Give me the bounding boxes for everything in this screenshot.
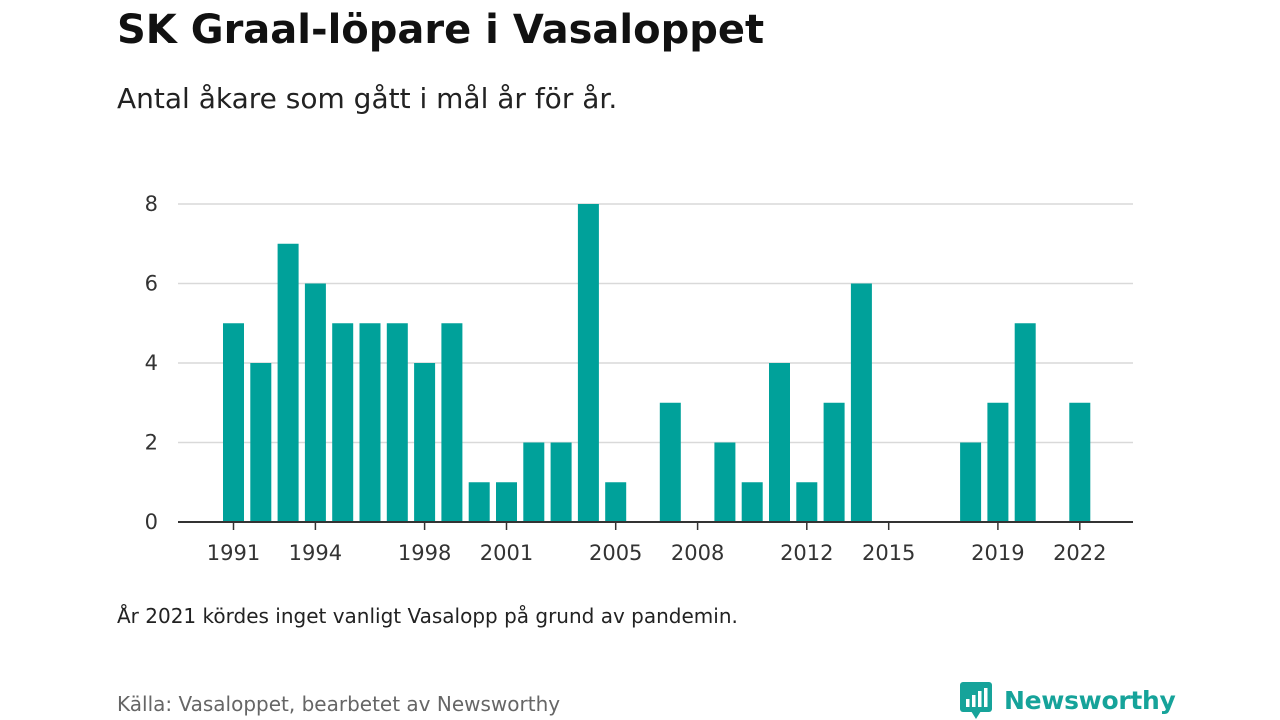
bar-2022: [1069, 402, 1091, 522]
chart-title: SK Graal-löpare i Vasaloppet: [117, 7, 765, 53]
y-tick-label: 8: [145, 192, 158, 216]
x-tick-label: 1998: [398, 541, 451, 565]
bar-1995: [332, 323, 354, 522]
y-tick-label: 6: [145, 272, 158, 296]
bar-2010: [741, 482, 763, 522]
bar-1993: [277, 243, 299, 522]
bar-2009: [714, 442, 736, 522]
x-tick-label: 2001: [480, 541, 533, 565]
bar-1992: [250, 363, 272, 522]
y-tick-label: 0: [145, 510, 158, 534]
source-credit: Källa: Vasaloppet, bearbetet av Newswort…: [117, 692, 561, 716]
x-tick-label: 2008: [671, 541, 724, 565]
bar-1999: [441, 323, 463, 522]
bars: [223, 204, 1091, 522]
chart-subtitle: Antal åkare som gått i mål år för år.: [117, 82, 618, 115]
bar-1991: [223, 323, 244, 522]
chart-note: År 2021 kördes inget vanligt Vasalopp på…: [117, 604, 738, 628]
bar-1998: [414, 363, 436, 522]
bar-2013: [823, 402, 845, 522]
bar-1997: [386, 323, 408, 522]
bar-2019: [987, 402, 1009, 522]
bar-chart: 0 2 4 6 8 1991 1994 1998 2001 2005 2008 2012 2015 201…: [145, 192, 1133, 565]
bar-2000: [468, 482, 490, 522]
x-tick-label: 2015: [862, 541, 915, 565]
bar-2011: [769, 363, 790, 522]
bar-2003: [550, 442, 572, 522]
bar-2018: [960, 442, 982, 522]
bar-2014: [850, 283, 872, 522]
y-tick-label: 4: [145, 351, 158, 375]
newsworthy-logo-icon: [960, 682, 992, 719]
bar-2001: [496, 482, 517, 522]
bar-1994: [304, 283, 326, 522]
bar-2004: [577, 204, 599, 522]
bar-1996: [359, 323, 381, 522]
x-tick-label: 2005: [589, 541, 642, 565]
x-tick-label: 2012: [780, 541, 833, 565]
bar-2007: [659, 402, 681, 522]
x-tick-label: 2022: [1053, 541, 1106, 565]
axes: 0 2 4 6 8 1991 1994 1998 2001 2005 2008 2012 2015 201…: [145, 192, 1133, 565]
newsworthy-brand[interactable]: Newsworthy: [960, 680, 1176, 720]
brand-name: Newsworthy: [1004, 685, 1176, 715]
bar-2005: [605, 482, 627, 522]
y-tick-label: 2: [145, 431, 158, 455]
bar-2012: [796, 482, 818, 522]
bar-2020: [1014, 323, 1036, 522]
x-tick-label: 2019: [971, 541, 1024, 565]
x-tick-label: 1994: [289, 541, 342, 565]
x-tick-label: 1991: [207, 541, 260, 565]
bar-2002: [523, 442, 545, 522]
